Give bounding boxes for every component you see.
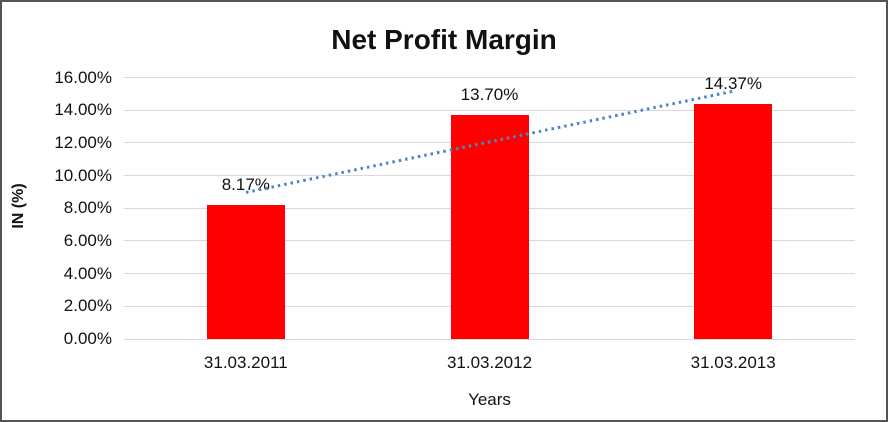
- y-tick-label: 4.00%: [63, 263, 112, 283]
- gridline: [124, 109, 855, 111]
- chart-title: Net Profit Margin: [331, 24, 557, 55]
- y-tick-label: 0.00%: [63, 329, 112, 348]
- x-category-label: 31.03.2013: [690, 353, 776, 372]
- bar: [450, 115, 529, 339]
- y-tick-label: 6.00%: [63, 230, 112, 250]
- y-tick-label: 12.00%: [54, 132, 112, 152]
- bar-data-label: 14.37%: [704, 74, 762, 94]
- bar: [694, 104, 773, 339]
- y-tick-label: 16.00%: [54, 67, 112, 87]
- y-tick-label: 10.00%: [54, 165, 112, 185]
- x-category-label: 31.03.2011: [203, 353, 288, 372]
- bar: [206, 205, 285, 339]
- bar-data-label: 13.70%: [460, 85, 519, 105]
- y-tick-label: 2.00%: [63, 296, 112, 316]
- gridline: [124, 338, 855, 340]
- y-tick-label: 8.00%: [63, 198, 112, 218]
- gridline: [124, 77, 855, 78]
- x-category-label: 31.03.2012: [446, 353, 533, 372]
- x-axis-title: Years: [468, 390, 511, 409]
- y-tick-label: 14.00%: [54, 100, 112, 120]
